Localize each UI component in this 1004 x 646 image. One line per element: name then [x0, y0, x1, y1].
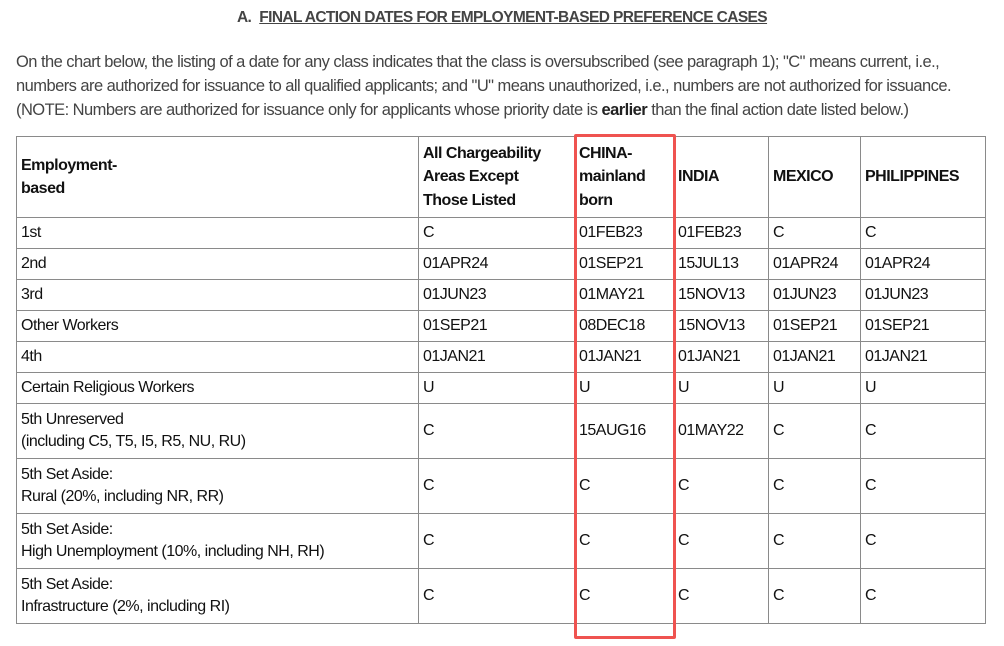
header-mexico: MEXICO	[768, 136, 861, 218]
table-row: 5th Set Aside: Infrastructure (2%, includ…	[16, 568, 986, 624]
cell-mexico: C	[768, 568, 861, 624]
cell-philippines: 01JUN23	[860, 279, 986, 311]
cell-china: 01FEB23	[574, 217, 674, 249]
header-india: INDIA	[673, 136, 769, 218]
cell-china: 01MAY21	[574, 279, 674, 311]
cell-all-chargeability: C	[418, 513, 575, 569]
intro-line: numbers are authorized for issuance to a…	[16, 77, 952, 95]
final-action-dates-table: Employment-based All Chargeability Areas E…	[16, 136, 986, 624]
cell-all-chargeability: 01APR24	[418, 248, 575, 280]
cell-philippines: 01SEP21	[860, 310, 986, 342]
cell-philippines: U	[860, 372, 986, 404]
intro-line: (NOTE: Numbers are authorized for issuan…	[16, 98, 996, 122]
cell-all-chargeability: C	[418, 568, 575, 624]
cell-india: 15NOV13	[673, 279, 769, 311]
cell-india: C	[673, 568, 769, 624]
cell-mexico: U	[768, 372, 861, 404]
row-category: 5th Set Aside: Infrastructure (2%, includ…	[16, 568, 419, 624]
cell-mexico: C	[768, 403, 861, 459]
section-letter: A.	[236, 9, 252, 26]
cell-all-chargeability: 01SEP21	[418, 310, 575, 342]
cell-philippines: C	[860, 568, 986, 624]
cell-india: 15NOV13	[673, 310, 769, 342]
row-category: 1st	[16, 217, 419, 249]
table-row: 2nd 01APR24 01SEP21 15JUL13 01APR24 01APR24	[16, 248, 986, 280]
cell-china: 15AUG16	[574, 403, 674, 459]
cell-all-chargeability: C	[418, 403, 575, 459]
intro-paragraph: On the chart below, the listing of a dat…	[16, 50, 996, 122]
cell-mexico: C	[768, 513, 861, 569]
cell-mexico: 01APR24	[768, 248, 861, 280]
table-row: 5th Set Aside: High Unemployment (10%, in…	[16, 513, 986, 569]
cell-mexico: C	[768, 458, 861, 514]
cell-philippines: 01APR24	[860, 248, 986, 280]
header-philippines: PHILIPPINES	[860, 136, 986, 218]
table-header-row: Employment-based All Chargeability Areas E…	[16, 136, 986, 218]
cell-mexico: 01SEP21	[768, 310, 861, 342]
table-row: Certain Religious Workers U U U U U	[16, 372, 986, 404]
cell-all-chargeability: C	[418, 458, 575, 514]
cell-india: 01MAY22	[673, 403, 769, 459]
table-row: 5th Set Aside: Rural (20%, including NR, …	[16, 458, 986, 514]
table-row: 3rd 01JUN23 01MAY21 15NOV13 01JUN23 01JUN23	[16, 279, 986, 311]
table-row: 5th Unreserved (including C5, T5, I5, R5,…	[16, 403, 986, 459]
row-category: 5th Set Aside: High Unemployment (10%, in…	[16, 513, 419, 569]
header-employment-based: Employment-based	[16, 136, 419, 218]
cell-china: 08DEC18	[574, 310, 674, 342]
section-title: A. FINAL ACTION DATES FOR EMPLOYMENT-BASE…	[0, 9, 1004, 27]
cell-china: C	[574, 568, 674, 624]
intro-emphasis: earlier	[601, 101, 648, 119]
cell-china: C	[574, 513, 674, 569]
cell-philippines: C	[860, 403, 986, 459]
cell-philippines: C	[860, 217, 986, 249]
cell-philippines: C	[860, 458, 986, 514]
table-row: 1st C 01FEB23 01FEB23 C C	[16, 217, 986, 249]
cell-philippines: 01JAN21	[860, 341, 986, 373]
intro-text: (NOTE: Numbers are authorized for issuan…	[16, 101, 602, 119]
section-heading: FINAL ACTION DATES FOR EMPLOYMENT-BASED …	[259, 9, 768, 26]
cell-mexico: C	[768, 217, 861, 249]
cell-india: C	[673, 458, 769, 514]
row-category: 5th Set Aside: Rural (20%, including NR, …	[16, 458, 419, 514]
cell-china: U	[574, 372, 674, 404]
table-row: 4th 01JAN21 01JAN21 01JAN21 01JAN21 01JAN21	[16, 341, 986, 373]
cell-india: 15JUL13	[673, 248, 769, 280]
cell-philippines: C	[860, 513, 986, 569]
header-china: CHINA-mainland born	[574, 136, 674, 218]
table-row: Other Workers 01SEP21 08DEC18 15NOV13 01SEP2…	[16, 310, 986, 342]
row-category: 5th Unreserved (including C5, T5, I5, R5,…	[16, 403, 419, 459]
cell-all-chargeability: 01JUN23	[418, 279, 575, 311]
cell-mexico: 01JUN23	[768, 279, 861, 311]
cell-all-chargeability: C	[418, 217, 575, 249]
cell-mexico: 01JAN21	[768, 341, 861, 373]
cell-india: 01FEB23	[673, 217, 769, 249]
intro-line: On the chart below, the listing of a dat…	[16, 53, 940, 71]
cell-china: 01SEP21	[574, 248, 674, 280]
cell-china: C	[574, 458, 674, 514]
row-category: 3rd	[16, 279, 419, 311]
cell-india: 01JAN21	[673, 341, 769, 373]
header-all-chargeability: All Chargeability Areas Except Those Liste…	[418, 136, 575, 218]
row-category: 4th	[16, 341, 419, 373]
cell-india: C	[673, 513, 769, 569]
cell-all-chargeability: U	[418, 372, 575, 404]
row-category: Other Workers	[16, 310, 419, 342]
row-category: 2nd	[16, 248, 419, 280]
cell-india: U	[673, 372, 769, 404]
row-category: Certain Religious Workers	[16, 372, 419, 404]
intro-text: than the final action date listed below.…	[647, 101, 909, 119]
cell-china: 01JAN21	[574, 341, 674, 373]
cell-all-chargeability: 01JAN21	[418, 341, 575, 373]
